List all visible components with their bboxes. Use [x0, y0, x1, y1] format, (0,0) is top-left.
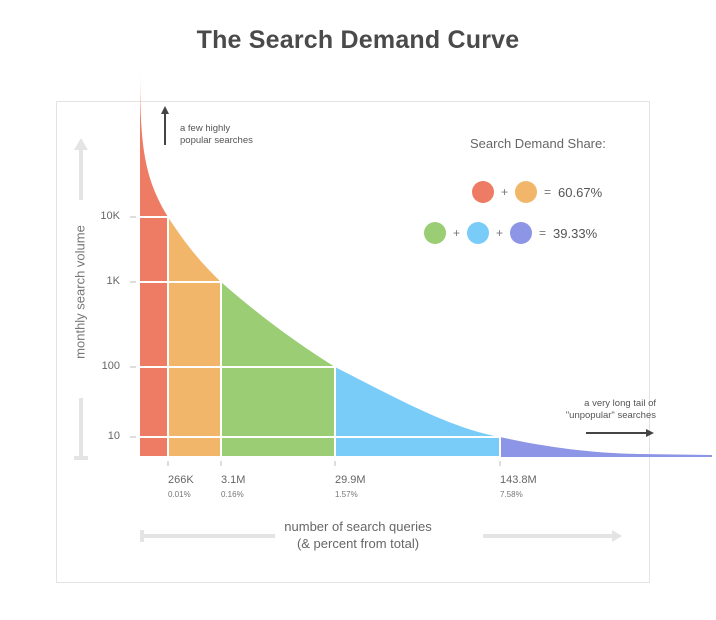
x-tick-143-8m: 143.8M 7.58%: [500, 474, 537, 499]
segment-5-area: [500, 437, 712, 457]
equals-sign: =: [539, 226, 547, 240]
equals-sign: =: [544, 185, 552, 199]
x-tick-label: 266K: [168, 474, 194, 486]
segment-1-swatch-icon: [472, 181, 494, 203]
legend-row-head: + = 60.67%: [472, 181, 602, 203]
x-tick-266k: 266K 0.01%: [168, 474, 194, 499]
y-tick-marks: [130, 216, 136, 438]
top-annotation-line1: a few highly: [180, 123, 231, 134]
y-axis-label: monthly search volume: [72, 225, 88, 359]
x-tick-3-1m: 3.1M 0.16%: [221, 474, 245, 499]
grid-lines: [140, 216, 501, 457]
x-axis-label-line1: number of search queries: [284, 519, 432, 534]
x-axis-guide-arrows: [140, 530, 622, 542]
x-tick-label: 29.9M: [335, 474, 366, 486]
y-tick-10: 10: [107, 430, 120, 442]
plus-sign: +: [496, 226, 504, 240]
tail-share-value: 39.33%: [553, 225, 598, 241]
segment-4-area: [335, 367, 500, 456]
arrow-up-icon: [161, 106, 169, 145]
arrow-right-icon: [586, 429, 654, 437]
x-tick-marks: [167, 461, 501, 466]
x-tick-percent: 0.16%: [221, 490, 244, 499]
head-share-value: 60.67%: [558, 184, 603, 200]
segment-4-swatch-icon: [467, 222, 490, 244]
segment-5-swatch-icon: [510, 222, 533, 244]
y-tick-1k: 1K: [106, 275, 120, 287]
tail-annotation-line2: "unpopular" searches: [565, 410, 656, 421]
segment-3-area: [221, 282, 335, 456]
x-axis-label: number of search queries (& percent from…: [0, 518, 716, 552]
top-annotation: a few highly popular searches: [180, 123, 253, 147]
x-tick-label: 3.1M: [221, 474, 246, 486]
x-tick-percent: 1.57%: [335, 490, 358, 499]
x-tick-percent: 7.58%: [500, 490, 523, 499]
chart-frame: [56, 101, 650, 583]
top-annotation-line2: popular searches: [180, 135, 253, 146]
chart-title: The Search Demand Curve: [196, 26, 520, 54]
segment-2-swatch-icon: [515, 181, 538, 203]
segment-3-swatch-icon: [424, 222, 446, 244]
segment-2-area: [168, 217, 221, 456]
x-tick-percent: 0.01%: [168, 490, 191, 499]
y-axis-guide-arrow-up: [74, 138, 88, 460]
plus-sign: +: [453, 226, 461, 240]
y-tick-10k: 10K: [100, 210, 120, 222]
plus-sign: +: [501, 185, 509, 199]
legend-title: Search Demand Share:: [470, 136, 606, 151]
segment-1-area: [140, 62, 168, 456]
y-tick-100: 100: [101, 360, 120, 372]
x-tick-29-9m: 29.9M 1.57%: [335, 474, 366, 499]
legend-row-tail: + + = 39.33%: [424, 222, 597, 244]
tail-annotation-line1: a very long tail of: [584, 398, 656, 409]
x-tick-label: 143.8M: [500, 474, 537, 486]
x-axis-label-line2: (& percent from total): [296, 536, 420, 551]
tail-annotation: a very long tail of "unpopular" searches: [548, 398, 656, 422]
